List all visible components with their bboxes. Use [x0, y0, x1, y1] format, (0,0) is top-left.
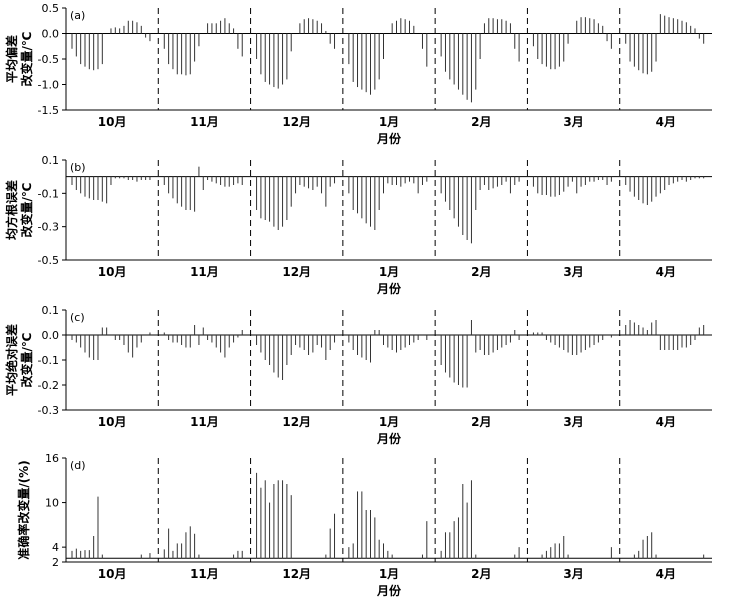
x-tick-label: 4月 — [656, 415, 676, 429]
x-tick-label: 1月 — [379, 567, 399, 581]
x-tick-label: 10月 — [98, 415, 127, 429]
x-tick-label: 4月 — [656, 567, 676, 581]
panel-label: (b) — [70, 161, 86, 174]
x-axis-title: 月份 — [376, 131, 402, 146]
y-tick-label: 0.0 — [42, 329, 60, 342]
y-tick-label: 0.0 — [42, 28, 60, 41]
panel-label: (a) — [70, 9, 85, 22]
x-tick-label: 11月 — [190, 567, 219, 581]
x-tick-label: 12月 — [282, 567, 311, 581]
y-tick-label: 0.1 — [42, 154, 60, 167]
y-tick-label: -1.5 — [38, 104, 59, 117]
x-tick-label: 2月 — [471, 567, 491, 581]
x-tick-label: 11月 — [190, 115, 219, 129]
x-tick-label: 11月 — [190, 265, 219, 279]
x-axis-title: 月份 — [376, 583, 402, 598]
y-tick-label: -0.1 — [38, 187, 59, 200]
y-axis-label: 改变量/℃ — [19, 333, 34, 388]
x-tick-label: 2月 — [471, 265, 491, 279]
x-tick-label: 3月 — [563, 415, 583, 429]
y-axis-label: 均方根误差 — [4, 180, 19, 240]
y-tick-label: -0.3 — [38, 221, 59, 234]
panel-label: (c) — [70, 311, 85, 324]
y-axis-label: 准确率改变量/(%) — [16, 460, 31, 559]
y-axis-label: 改变量/℃ — [19, 183, 34, 238]
panel-label: (d) — [70, 459, 86, 472]
x-tick-label: 1月 — [379, 265, 399, 279]
x-tick-label: 1月 — [379, 415, 399, 429]
y-tick-label: 16 — [45, 452, 59, 465]
x-axis-title: 月份 — [376, 281, 402, 296]
y-tick-label: -0.3 — [38, 404, 59, 417]
x-tick-label: 2月 — [471, 115, 491, 129]
y-axis-label: 改变量/℃ — [19, 32, 34, 87]
y-tick-label: 0.1 — [42, 304, 60, 317]
y-axis-label: 平均偏差 — [4, 35, 19, 83]
x-tick-label: 3月 — [563, 567, 583, 581]
x-tick-label: 10月 — [98, 115, 127, 129]
x-tick-label: 3月 — [563, 115, 583, 129]
y-axis-label: 平均绝对误差 — [4, 324, 19, 396]
x-tick-label: 11月 — [190, 415, 219, 429]
x-tick-label: 2月 — [471, 415, 491, 429]
x-tick-label: 12月 — [282, 115, 311, 129]
x-axis-title: 月份 — [376, 431, 402, 446]
y-tick-label: -0.5 — [38, 53, 59, 66]
y-tick-label: -0.5 — [38, 254, 59, 267]
y-tick-label: -1.0 — [38, 79, 59, 92]
y-tick-label: -0.1 — [38, 354, 59, 367]
y-tick-label: -0.2 — [38, 379, 59, 392]
x-tick-label: 12月 — [282, 265, 311, 279]
x-tick-label: 4月 — [656, 115, 676, 129]
x-tick-label: 10月 — [98, 265, 127, 279]
y-tick-label: 0.5 — [42, 2, 60, 15]
x-tick-label: 12月 — [282, 415, 311, 429]
y-tick-label: 10 — [45, 497, 59, 510]
x-tick-label: 1月 — [379, 115, 399, 129]
x-tick-label: 3月 — [563, 265, 583, 279]
x-tick-label: 4月 — [656, 265, 676, 279]
y-tick-label: 4 — [52, 541, 59, 554]
x-tick-label: 10月 — [98, 567, 127, 581]
y-tick-label: 2 — [52, 556, 59, 569]
